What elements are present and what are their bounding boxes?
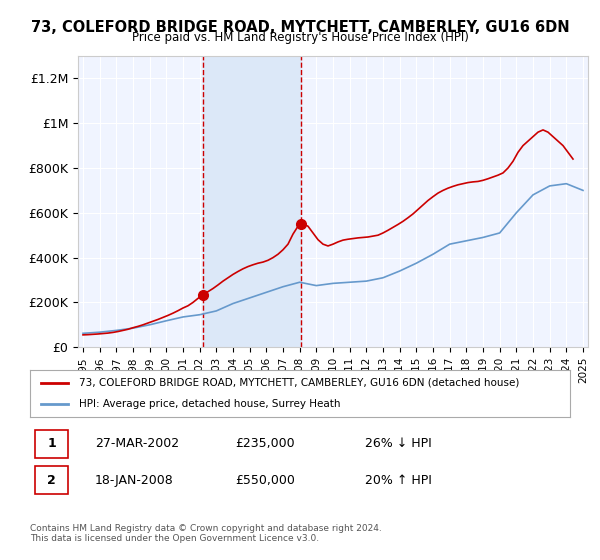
Text: 1: 1 bbox=[47, 437, 56, 450]
Text: 73, COLEFORD BRIDGE ROAD, MYTCHETT, CAMBERLEY, GU16 6DN: 73, COLEFORD BRIDGE ROAD, MYTCHETT, CAMB… bbox=[31, 20, 569, 35]
Bar bbox=[203, 56, 301, 347]
Text: HPI: Average price, detached house, Surrey Heath: HPI: Average price, detached house, Surr… bbox=[79, 399, 340, 409]
Text: 73, COLEFORD BRIDGE ROAD, MYTCHETT, CAMBERLEY, GU16 6DN (detached house): 73, COLEFORD BRIDGE ROAD, MYTCHETT, CAMB… bbox=[79, 378, 519, 388]
FancyBboxPatch shape bbox=[35, 466, 68, 494]
Text: 20% ↑ HPI: 20% ↑ HPI bbox=[365, 474, 431, 487]
Text: 18-JAN-2008: 18-JAN-2008 bbox=[95, 474, 173, 487]
Text: £550,000: £550,000 bbox=[235, 474, 295, 487]
FancyBboxPatch shape bbox=[35, 430, 68, 458]
Text: 27-MAR-2002: 27-MAR-2002 bbox=[95, 437, 179, 450]
Text: 26% ↓ HPI: 26% ↓ HPI bbox=[365, 437, 431, 450]
Text: Contains HM Land Registry data © Crown copyright and database right 2024.
This d: Contains HM Land Registry data © Crown c… bbox=[30, 524, 382, 543]
Text: £235,000: £235,000 bbox=[235, 437, 295, 450]
Text: 2: 2 bbox=[47, 474, 56, 487]
Text: Price paid vs. HM Land Registry's House Price Index (HPI): Price paid vs. HM Land Registry's House … bbox=[131, 31, 469, 44]
